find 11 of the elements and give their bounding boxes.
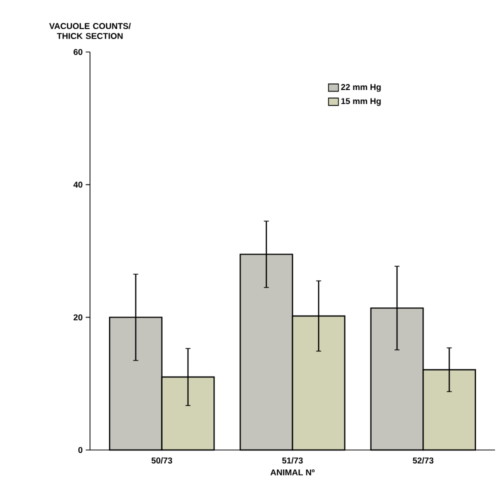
x-tick-label: 51/73 <box>282 457 303 464</box>
legend-label: 15 mm Hg <box>341 98 381 106</box>
legend-label: 22 mm Hg <box>341 84 381 92</box>
y-tick-label: 20 <box>74 314 82 320</box>
x-axis-title: ANIMAL Nº <box>270 469 315 476</box>
y-axis-title: VACUOLE COUNTS/ THICK SECTION <box>49 22 131 40</box>
x-tick-label: 50/73 <box>152 457 172 464</box>
y-tick-label: 0 <box>78 447 82 453</box>
y-tick-label: 40 <box>73 182 82 188</box>
x-tick-label: 52/73 <box>412 457 434 464</box>
y-tick-label: 60 <box>74 49 82 55</box>
